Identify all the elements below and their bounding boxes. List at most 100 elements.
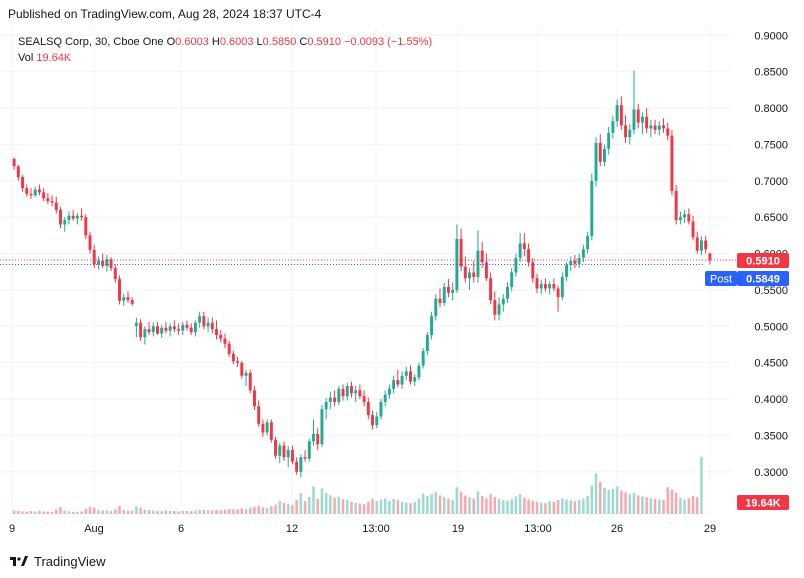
volume-bar	[670, 489, 674, 514]
symbol-name: SEALSQ Corp, 30, Cboe One	[18, 36, 164, 48]
volume-value: 19.64K	[36, 52, 72, 64]
volume-bar	[442, 497, 446, 514]
volume-bar	[658, 499, 661, 514]
candle-body	[678, 217, 682, 221]
volume-bar	[67, 511, 71, 514]
open-label: O	[166, 36, 176, 48]
candle-body	[480, 250, 484, 263]
candle-body	[105, 259, 109, 266]
volume-bar	[160, 511, 163, 514]
candles	[12, 70, 712, 478]
candle-body	[50, 201, 54, 203]
candle-body	[446, 287, 450, 293]
low-label: L	[256, 36, 263, 48]
candle-body	[560, 276, 564, 298]
candle-body	[147, 329, 151, 333]
candle-body	[215, 329, 218, 336]
candle-body	[687, 214, 691, 222]
candle-body	[164, 327, 168, 331]
volume-bar	[632, 493, 636, 514]
volume-bar	[236, 509, 239, 514]
volume-bar	[594, 473, 598, 514]
chart-svg[interactable]: 0.9000 0.8500 0.8000 0.7500 0.7000 0.6500 0.60…	[0, 28, 804, 542]
volume-bar	[480, 495, 484, 514]
candle-body	[324, 401, 328, 410]
volume-bar	[421, 493, 425, 514]
volume-bar	[135, 506, 138, 514]
x-tick-label: 29	[704, 523, 716, 535]
volume-bar	[80, 511, 83, 514]
candle-body	[607, 132, 611, 149]
candle-body	[33, 189, 37, 196]
candle-body	[497, 304, 501, 315]
candle-body	[506, 287, 509, 299]
candle-body	[113, 268, 117, 280]
volume-bar	[518, 494, 522, 514]
volume-bar	[539, 502, 543, 514]
candle-body	[134, 322, 138, 327]
candle-body	[649, 125, 653, 129]
candle-body	[345, 385, 349, 397]
candle-body	[118, 279, 122, 301]
published-header: Published on TradingView.com, Aug 28, 20…	[8, 7, 322, 21]
candle-body	[413, 377, 417, 382]
volume-bar	[615, 486, 619, 514]
x-tick-label: 26	[611, 523, 623, 535]
volume-badge: 19.64K	[737, 495, 789, 510]
volume-bar	[527, 499, 530, 514]
volume-bar	[405, 502, 408, 514]
volume-bar	[324, 493, 328, 514]
volume-bar	[472, 498, 476, 514]
candle-body	[451, 289, 455, 293]
post-label-text: Post	[710, 274, 732, 286]
volume-bar	[223, 509, 227, 514]
volume-bar	[189, 511, 193, 514]
volume-bar	[299, 493, 303, 514]
close-value: 0.5910	[307, 36, 341, 48]
y-tick-label: 0.7000	[754, 176, 788, 188]
candle-body	[240, 362, 244, 376]
volume-bar	[367, 501, 370, 514]
volume-bar	[586, 495, 589, 514]
volume-bar	[282, 502, 286, 514]
volume-bar	[552, 502, 556, 514]
y-tick-label: 0.8500	[754, 67, 788, 79]
x-tick-label: 13:00	[524, 523, 552, 535]
volume-bar	[143, 509, 147, 514]
x-tick-label: 12	[286, 523, 298, 535]
candle-body	[430, 316, 434, 336]
high-value: 0.6003	[219, 36, 254, 48]
y-tick-label: 0.4000	[754, 394, 788, 406]
candle-body	[101, 260, 105, 266]
candle-body	[354, 390, 358, 394]
candle-body	[59, 209, 62, 225]
x-tick-label: 13:00	[362, 523, 390, 535]
candle-body	[400, 375, 404, 385]
candle-body	[489, 278, 493, 301]
candle-body	[130, 300, 134, 304]
volume-bar	[286, 504, 290, 514]
volume-bar	[206, 510, 210, 514]
candle-body	[303, 457, 307, 459]
chart-grid	[0, 28, 730, 514]
candle-body	[383, 394, 387, 402]
volume-bar	[493, 497, 497, 514]
volume-bar	[308, 497, 311, 514]
candle-body	[514, 257, 518, 273]
candle-body	[387, 388, 391, 395]
volume-bar	[497, 498, 501, 514]
candle-body	[371, 415, 375, 426]
candle-body	[409, 371, 412, 382]
candle-body	[257, 406, 261, 424]
volume-bar	[417, 498, 421, 514]
x-tick-label: Aug	[84, 523, 104, 535]
volume-bar	[291, 505, 294, 514]
footer: TradingView	[10, 552, 106, 570]
volume-bar	[569, 500, 572, 514]
candle-body	[472, 272, 476, 277]
price-chart[interactable]: 0.9000 0.8500 0.8000 0.7500 0.7000 0.6500 0.60…	[0, 28, 804, 542]
volume-value-text: 19.64K	[745, 498, 781, 510]
candle-body	[531, 262, 535, 279]
volume-bar	[691, 495, 695, 514]
volume-bar	[506, 500, 509, 514]
